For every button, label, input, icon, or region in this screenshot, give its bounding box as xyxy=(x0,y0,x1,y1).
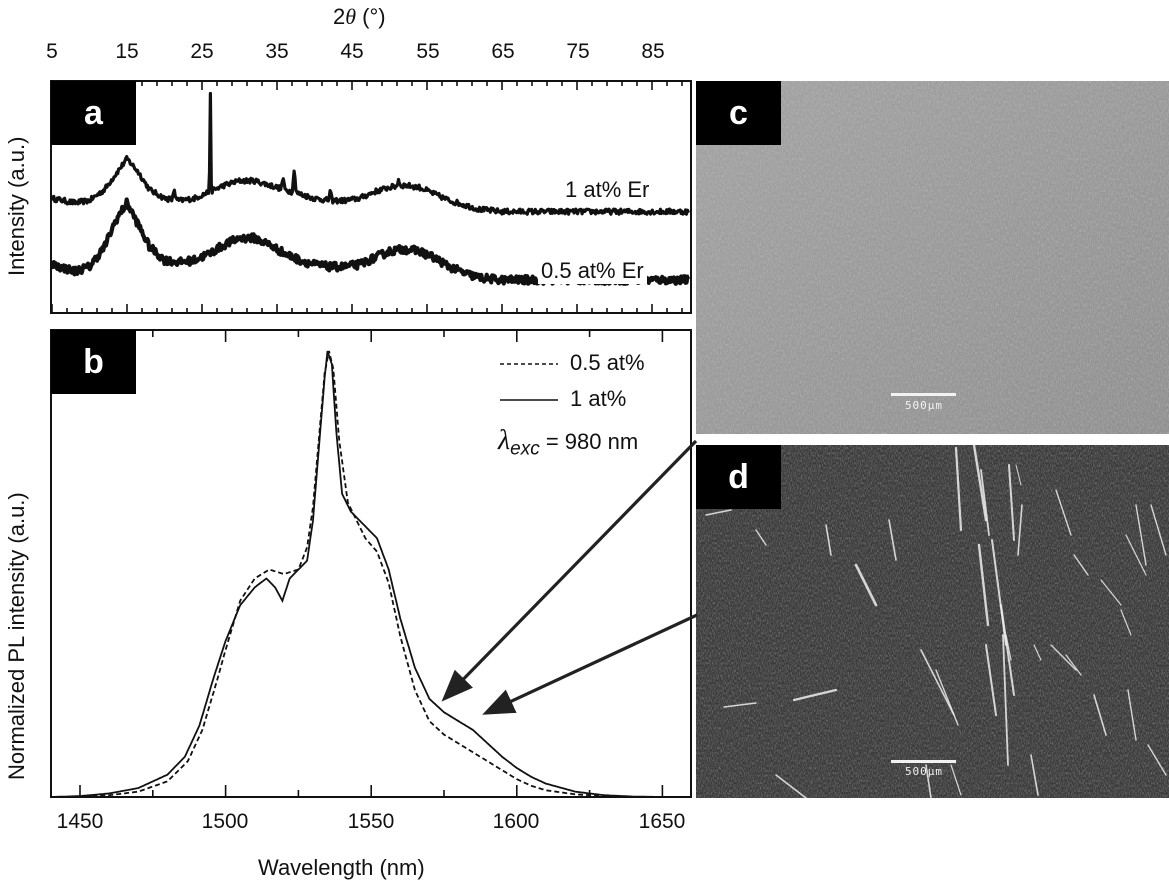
excitation-annotation: λexc = 980 nm xyxy=(496,425,641,461)
panel-label-c: c xyxy=(696,81,781,145)
lambda-subscript: exc xyxy=(510,438,540,460)
series-label-1at: 1 at% Er xyxy=(562,177,653,203)
arrow-to-1at-curve xyxy=(482,613,698,715)
tick-label: 65 xyxy=(491,40,515,63)
tick-label: 1650 xyxy=(638,810,686,833)
panel-label-b: b xyxy=(51,330,136,394)
tick-label: 35 xyxy=(265,40,289,63)
tick-label: 1450 xyxy=(56,810,104,833)
legend-label-0p5at: 0.5 at% xyxy=(570,350,645,375)
panel-label-d: d xyxy=(696,445,781,509)
scale-bar-label-d: 500μm xyxy=(904,765,944,778)
theta-symbol: θ xyxy=(345,4,357,29)
arrow-to-0p5at-curve xyxy=(441,439,698,702)
axis-title-suffix: (°) xyxy=(356,4,386,29)
lambda-symbol: λ xyxy=(498,425,511,456)
tick-label: 45 xyxy=(340,40,364,63)
panel-a-top-axis-title: 2θ (°) xyxy=(333,4,386,30)
excitation-value: = 980 nm xyxy=(545,429,639,454)
tick-label: 55 xyxy=(416,40,440,63)
scale-bar-c xyxy=(891,393,956,396)
tick-label: 75 xyxy=(566,40,590,63)
axis-title-prefix: 2 xyxy=(333,4,346,29)
crystallite-needles xyxy=(705,445,1167,798)
panel-label-a: a xyxy=(51,81,136,145)
panel-b-xlabel: Wavelength (nm) xyxy=(258,855,425,880)
tick-label: 1500 xyxy=(201,810,249,833)
legend-label-1at: 1 at% xyxy=(570,386,627,411)
tick-label: 1550 xyxy=(347,810,395,833)
scale-bar-label-c: 500μm xyxy=(904,399,944,412)
scale-bar-d xyxy=(891,760,956,763)
tick-label: 1600 xyxy=(492,810,540,833)
tick-label: 15 xyxy=(115,40,139,63)
series-label-0p5at: 0.5 at% Er xyxy=(538,258,647,284)
tick-label: 25 xyxy=(190,40,214,63)
tick-label: 85 xyxy=(641,40,665,63)
tick-label: 5 xyxy=(46,40,58,63)
